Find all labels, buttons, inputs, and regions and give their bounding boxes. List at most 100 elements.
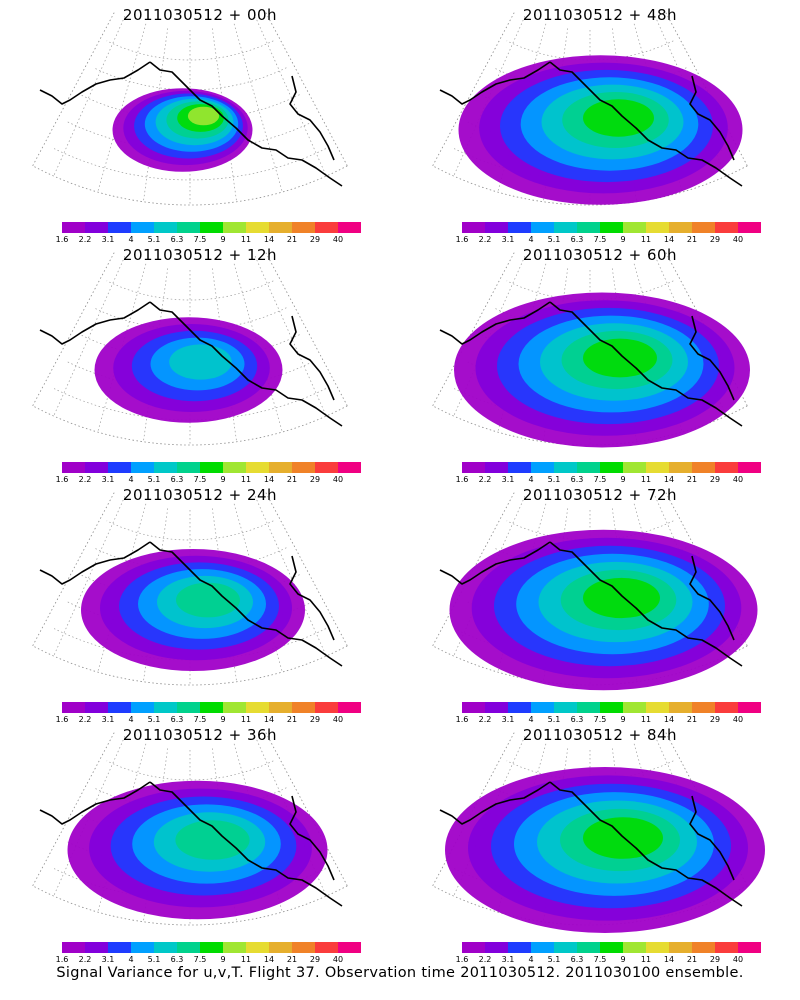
colorbar-swatch — [338, 942, 361, 953]
colorbar-swatch — [62, 462, 85, 473]
panel-title: 2011030512 + 48h — [522, 6, 678, 24]
colorbar-tick-label: 4 — [528, 475, 534, 484]
colorbar-tick-label: 14 — [263, 235, 275, 244]
coastline — [439, 301, 743, 427]
meridian-line — [453, 256, 526, 417]
meridian-line — [233, 503, 283, 673]
colorbar-tick-label: 11 — [240, 475, 252, 484]
meridian-line — [254, 16, 327, 177]
colorbar-tick-label: 4 — [528, 235, 534, 244]
colorbar-swatch — [315, 462, 338, 473]
coastline — [439, 541, 743, 667]
colorbar-tick-label: 6.3 — [170, 955, 184, 964]
coastline-segment — [149, 541, 343, 667]
colorbar-swatch — [738, 462, 761, 473]
meridian-line — [211, 268, 237, 442]
variance-map — [432, 251, 750, 448]
colorbar-tick-label: 14 — [663, 955, 675, 964]
coastline-segment — [689, 555, 735, 641]
colorbar-swatch — [577, 462, 600, 473]
colorbar-tick-label: 2.2 — [478, 235, 492, 244]
meridian-line — [97, 503, 147, 673]
colorbar-swatch — [600, 942, 623, 953]
meridian-line — [143, 268, 169, 442]
colorbar-swatch — [154, 942, 177, 953]
colorbar-swatch — [177, 942, 200, 953]
colorbar — [62, 222, 361, 233]
colorbar-swatch — [62, 702, 85, 713]
colorbar-swatch — [269, 942, 292, 953]
colorbar — [462, 462, 761, 473]
colorbar-tick-label: 11 — [240, 235, 252, 244]
colorbar-tick-label: 2.2 — [78, 235, 92, 244]
meridian-line — [497, 503, 547, 673]
colorbar-tick-label: 1.6 — [55, 715, 69, 724]
coastline-segment — [689, 795, 735, 881]
colorbar-swatch — [508, 222, 531, 233]
panel-title: 2011030512 + 72h — [522, 486, 678, 504]
colorbar-swatch — [315, 942, 338, 953]
variance-contour — [583, 338, 657, 378]
colorbar-tick-label: 21 — [286, 715, 298, 724]
figure-caption: Signal Variance for u,v,T. Flight 37. Ob… — [56, 965, 744, 981]
meridian-line — [211, 28, 237, 202]
colorbar-swatch — [669, 462, 692, 473]
colorbar-tick-label: 3.1 — [101, 475, 115, 484]
colorbar-tick-label: 40 — [332, 235, 344, 244]
colorbar-tick-label: 5.1 — [147, 235, 161, 244]
colorbar-swatch — [200, 942, 223, 953]
colorbar-swatch — [292, 702, 315, 713]
colorbar-swatch — [154, 222, 177, 233]
colorbar-tick-label: 6.3 — [170, 235, 184, 244]
colorbar-swatch — [623, 462, 646, 473]
meridian-line — [453, 496, 526, 657]
meridian-line — [543, 28, 569, 202]
meridian-line — [497, 23, 547, 193]
colorbar-swatch — [600, 462, 623, 473]
coastline-segment — [439, 781, 551, 825]
meridian-line — [53, 256, 126, 417]
colorbar-swatch — [692, 942, 715, 953]
coastline-segment — [689, 315, 735, 401]
colorbar-tick-label: 5.1 — [547, 235, 561, 244]
colorbar-tick-label: 7.5 — [593, 715, 607, 724]
coastline-segment — [289, 75, 335, 161]
map-border — [32, 491, 348, 686]
latitude-line — [67, 121, 313, 151]
colorbar-tick-label: 29 — [309, 475, 321, 484]
variance-field — [445, 767, 765, 933]
coastline — [39, 781, 343, 907]
variance-map — [32, 731, 348, 926]
colorbar-swatch — [669, 942, 692, 953]
colorbar-labels: 1.6 2.2 3.1 4 5.1 6.3 7.5 9 11 14 21 29 40 — [56, 235, 361, 245]
colorbar-tick-label: 14 — [263, 715, 275, 724]
colorbar-swatch — [177, 222, 200, 233]
colorbar-tick-label: 5.1 — [147, 475, 161, 484]
colorbar-swatch — [531, 462, 554, 473]
latitude-line — [53, 148, 327, 181]
variance-field — [112, 88, 253, 172]
colorbar-tick-label: 2.2 — [78, 715, 92, 724]
colorbar-tick-label: 3.1 — [101, 955, 115, 964]
colorbar-tick-label: 4 — [528, 715, 534, 724]
colorbar-swatch — [531, 702, 554, 713]
colorbar-tick-label: 1.6 — [55, 475, 69, 484]
variance-contour — [583, 577, 660, 619]
meridian-line — [654, 736, 727, 897]
colorbar-tick-label: 14 — [663, 475, 675, 484]
colorbar-tick-label: 40 — [332, 475, 344, 484]
coastline — [439, 61, 743, 187]
colorbar-swatch — [315, 222, 338, 233]
meridian-line — [233, 263, 283, 433]
colorbar-swatch — [246, 702, 269, 713]
colorbar-tick-label: 11 — [640, 955, 652, 964]
colorbar — [62, 462, 361, 473]
forecast-panel: 2011030512 + 36h 1.6 2.2 3.1 4 5.1 6.3 7.5 9 11 14… — [0, 720, 400, 964]
meridian-line — [254, 496, 327, 657]
colorbar-tick-label: 9 — [620, 715, 626, 724]
colorbar-swatch — [269, 222, 292, 233]
colorbar-swatch — [646, 462, 669, 473]
colorbar-swatch — [485, 462, 508, 473]
colorbar-swatch — [315, 702, 338, 713]
meridian-line — [633, 503, 683, 673]
